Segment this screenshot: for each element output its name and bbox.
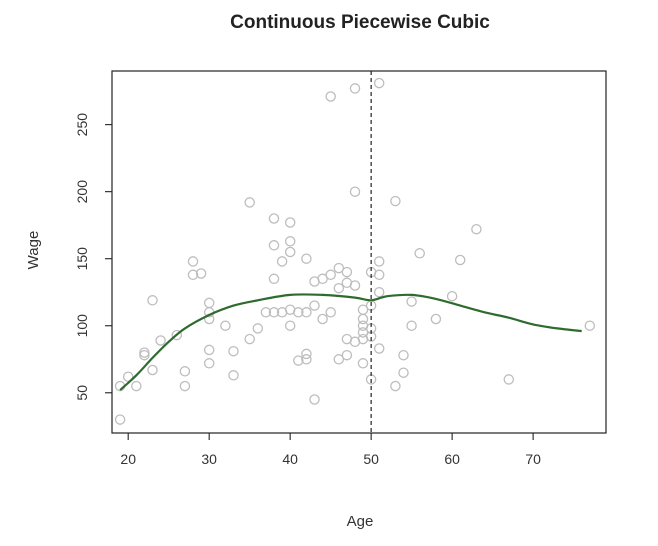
data-point [220,320,231,331]
data-point [357,327,369,338]
data-point [301,253,312,264]
plot-area: 20 30 40 50 60 70 50 100 150 200 250 [74,70,607,467]
y-tick-label: 200 [74,180,90,204]
data-point [390,195,401,207]
chart-title: Continuous Piecewise Cubic [230,12,490,33]
data-point [309,300,320,311]
data-point [155,335,166,346]
y-tick-label: 250 [74,113,90,137]
data-point [333,282,345,294]
y-axis-label: Wage [25,231,42,270]
data-point [139,347,150,358]
data-point [341,349,353,361]
data-point [187,269,199,281]
data-point [357,358,369,369]
data-point [325,91,336,102]
data-point [325,307,336,318]
data-point [357,313,369,325]
data-point [147,295,158,306]
data-point [349,186,361,197]
data-point [349,280,361,291]
data-point [228,370,239,381]
data-point [446,290,458,302]
data-point [373,286,385,298]
data-point [228,345,239,357]
y-tick-label: 50 [74,385,90,401]
data-point [406,320,417,331]
data-point [171,329,183,341]
data-point [325,269,336,281]
data-point [333,262,345,274]
data-point [114,414,126,425]
data-point [284,236,296,247]
data-point [301,348,312,360]
data-point [341,266,353,278]
data-point [179,366,191,377]
data-point [260,307,272,318]
data-point [317,273,328,285]
data-point [147,364,158,376]
x-tick-label: 70 [525,451,541,467]
data-point [373,269,385,281]
y-tick-label: 100 [74,314,90,338]
data-point [301,307,312,318]
data-point [293,355,304,366]
y-tick-label: 150 [74,247,90,271]
data-point [268,307,280,318]
plot-frame [111,70,607,434]
data-point [293,307,304,318]
x-tick-label: 40 [282,451,298,467]
x-tick-label: 50 [363,451,379,467]
x-axis-label: Age [347,513,374,530]
data-point [309,394,320,405]
data-point [203,344,215,356]
data-point [131,380,142,392]
fit-line [119,293,582,391]
data-point [430,313,442,325]
data-point [244,333,255,345]
data-point [195,268,207,279]
data-point [203,297,215,309]
data-point [398,367,409,378]
data-point [471,223,482,235]
data-point [398,349,409,361]
data-point [301,354,312,365]
x-tick-label: 20 [120,451,136,467]
data-point [454,254,466,266]
data-point [268,240,280,251]
data-point [276,256,288,267]
data-point [349,83,361,94]
data-point [203,358,215,369]
data-point [268,273,280,285]
data-point [373,256,385,267]
data-point [284,246,296,258]
data-point [139,349,150,361]
x-tick-label: 60 [444,451,460,467]
data-point [284,320,296,331]
data-point [252,323,264,334]
data-point [187,256,199,267]
x-tick-label: 30 [201,451,217,467]
data-point [406,296,417,307]
data-point [268,213,280,224]
data-point [373,343,385,354]
data-point [503,374,515,385]
data-point [122,371,134,382]
data-point [373,77,385,89]
data-point [414,248,425,259]
data-point [390,380,401,392]
data-point [244,197,255,208]
data-point [284,217,296,228]
data-point [584,320,596,331]
data-point [317,313,328,325]
data-point [179,380,191,392]
data-point [333,354,345,365]
